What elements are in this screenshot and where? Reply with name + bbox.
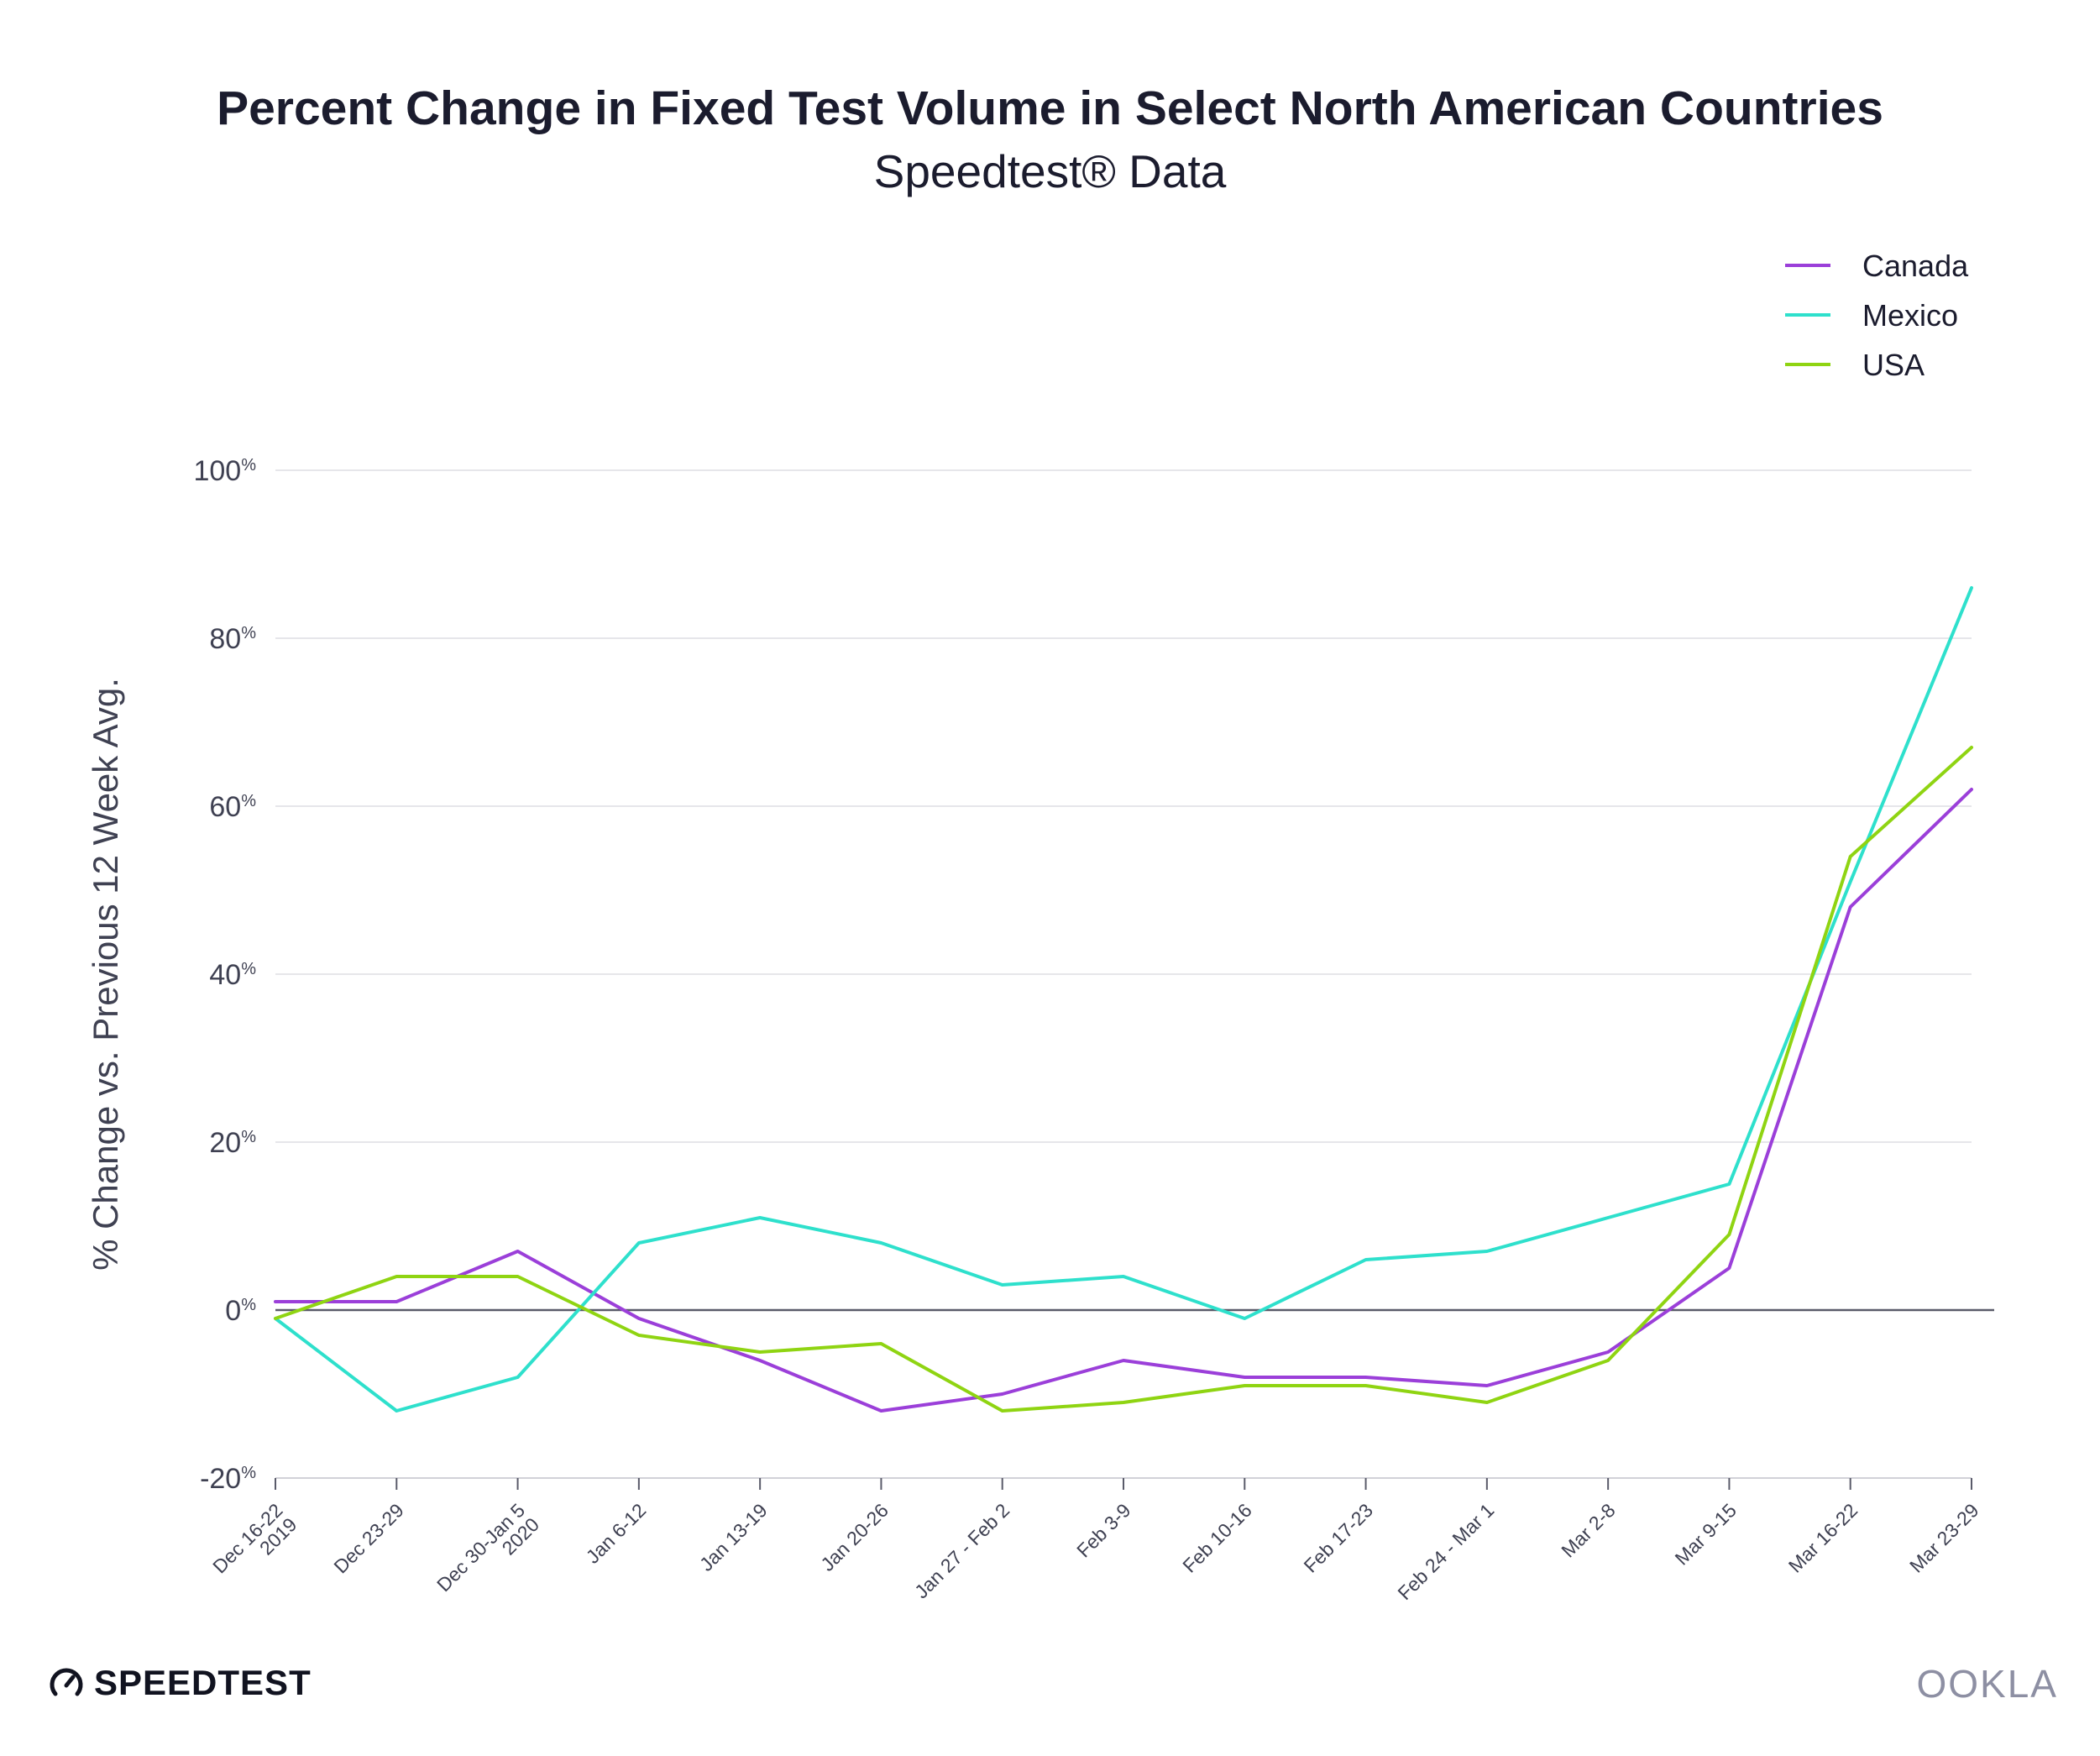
series-line-mexico <box>274 586 1973 1413</box>
x-tick-label: Dec 16-222019 <box>208 1499 301 1591</box>
y-tick-label: 40% <box>209 959 256 991</box>
x-tick-label: Jan 20-26 <box>816 1499 893 1575</box>
legend-label-canada: Canada <box>1862 249 1969 283</box>
chart-title: Percent Change in Fixed Test Volume in S… <box>217 81 1883 135</box>
y-tick-label: 100% <box>193 455 256 487</box>
x-tick-label: Jan 13-19 <box>695 1499 772 1575</box>
x-tick-label: Mar 2-8 <box>1557 1499 1619 1561</box>
x-axis: Dec 16-222019 Dec 23-29 Dec 30-Jan 52020 Ja… <box>208 1477 1983 1610</box>
legend: Canada Mexico USA <box>1785 249 1969 382</box>
chart-subtitle: Speedtest® Data <box>873 145 1227 197</box>
series-line-usa <box>274 746 1973 1413</box>
speedtest-wordmark: SPEEDTEST <box>94 1663 312 1702</box>
speedometer-icon <box>50 1668 83 1696</box>
y-tick-label: 20% <box>209 1127 256 1159</box>
x-tick-label: Mar 9-15 <box>1670 1499 1740 1569</box>
gridlines <box>275 469 1994 1479</box>
y-tick-label: -20% <box>200 1463 256 1495</box>
x-tick-label: Feb 24 - Mar 1 <box>1393 1499 1498 1604</box>
y-axis-label: % Change vs. Previous 12 Week Avg. <box>86 678 125 1271</box>
x-tick-label: Feb 17-23 <box>1300 1499 1378 1577</box>
x-tick-label: Jan 6-12 <box>582 1499 651 1568</box>
x-tick-label: Feb 10-16 <box>1178 1499 1256 1577</box>
y-tick-label: 80% <box>209 623 256 655</box>
series-line-canada <box>274 788 1973 1413</box>
ookla-logo: OOKLA <box>1916 1662 2058 1706</box>
y-tick-label: 0% <box>225 1295 256 1327</box>
legend-label-usa: USA <box>1862 348 1925 382</box>
x-tick-label: Jan 27 - Feb 2 <box>910 1499 1013 1602</box>
speedtest-logo: SPEEDTEST <box>49 1663 312 1703</box>
x-tick-label: Mar 23-29 <box>1905 1499 1983 1577</box>
y-axis: -20% 0% 20% 40% 60% 80% 100% <box>193 455 256 1495</box>
series-lines <box>274 586 1973 1413</box>
y-tick-label: 60% <box>209 791 256 823</box>
legend-label-mexico: Mexico <box>1862 298 1958 333</box>
x-tick-label: Dec 30-Jan 52020 <box>432 1499 543 1610</box>
x-tick-label: Feb 3-9 <box>1072 1499 1134 1561</box>
x-tick-label: Mar 16-22 <box>1784 1499 1862 1577</box>
x-tick-label: Dec 23-29 <box>329 1499 407 1577</box>
